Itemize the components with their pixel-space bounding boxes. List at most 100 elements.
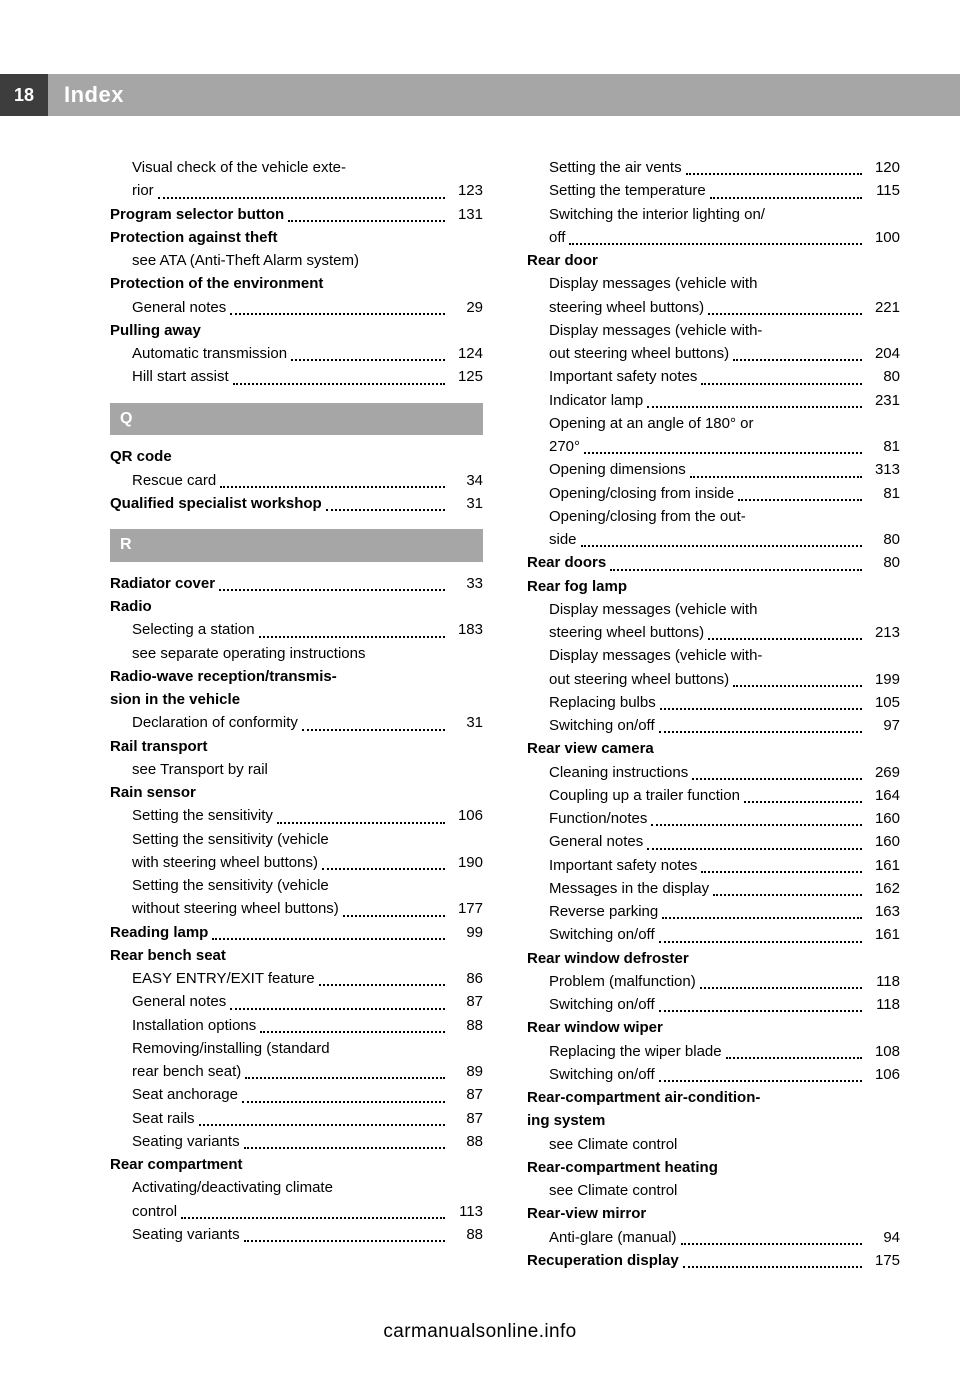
index-entry-label: see Transport by rail	[132, 758, 268, 781]
index-entry: Switching on/off106	[527, 1063, 900, 1086]
section-letter: Q	[110, 403, 483, 436]
index-entry-page: 100	[866, 226, 900, 249]
index-entry-page: 88	[449, 1130, 483, 1153]
index-entry-label: Coupling up a trailer function	[549, 784, 740, 807]
index-entry: General notes87	[110, 990, 483, 1013]
leader-dots	[199, 1114, 445, 1126]
index-entry: Reading lamp99	[110, 921, 483, 944]
index-entry-page: 118	[866, 970, 900, 993]
index-entry: Automatic transmission124	[110, 342, 483, 365]
leader-dots	[158, 187, 445, 199]
index-entry-label: EASY ENTRY/EXIT feature	[132, 967, 315, 990]
index-entry-label: Opening/closing from inside	[549, 482, 734, 505]
index-entry: Display messages (vehicle with-	[527, 644, 900, 667]
index-entry: see ATA (Anti-Theft Alarm system)	[110, 249, 483, 272]
index-entry-page: 113	[449, 1200, 483, 1223]
index-entry: steering wheel buttons)213	[527, 621, 900, 644]
index-entry: Cleaning instructions269	[527, 761, 900, 784]
index-entry-label: Rear compartment	[110, 1153, 243, 1176]
index-entry-page: 120	[866, 156, 900, 179]
index-entry: Opening/closing from inside81	[527, 482, 900, 505]
index-entry: with steering wheel buttons)190	[110, 851, 483, 874]
leader-dots	[647, 838, 862, 850]
index-entry: Seat anchorage87	[110, 1083, 483, 1106]
index-entry-page: 88	[449, 1014, 483, 1037]
index-entry-label: Recuperation display	[527, 1249, 679, 1272]
index-entry-label: Program selector button	[110, 203, 284, 226]
index-entry-label: side	[549, 528, 577, 551]
index-entry: Switching on/off97	[527, 714, 900, 737]
index-entry: off100	[527, 226, 900, 249]
index-entry: Recuperation display 175	[527, 1249, 900, 1272]
index-entry-label: Qualified specialist workshop	[110, 492, 322, 515]
index-entry: see Climate control	[527, 1133, 900, 1156]
leader-dots	[230, 303, 445, 315]
index-entry: Indicator lamp231	[527, 389, 900, 412]
index-entry: General notes160	[527, 830, 900, 853]
leader-dots	[212, 928, 445, 940]
index-entry-page: 164	[866, 784, 900, 807]
index-entry-label: Switching the interior lighting on/	[549, 203, 765, 226]
index-entry: Rear-view mirror	[527, 1202, 900, 1225]
index-entry-page: 162	[866, 877, 900, 900]
index-entry: steering wheel buttons)221	[527, 296, 900, 319]
index-entry-label: Replacing bulbs	[549, 691, 656, 714]
index-entry-page: 87	[449, 990, 483, 1013]
index-entry-label: Important safety notes	[549, 365, 697, 388]
index-entry: Program selector button131	[110, 203, 483, 226]
index-entry: Switching on/off118	[527, 993, 900, 1016]
index-entry-page: 87	[449, 1107, 483, 1130]
index-entry-label: General notes	[549, 830, 643, 853]
index-entry-page: 177	[449, 897, 483, 920]
index-entry: Protection against theft	[110, 226, 483, 249]
index-entry-label: Protection of the environment	[110, 272, 323, 295]
index-entry-label: Rear-view mirror	[527, 1202, 646, 1225]
index-entry-page: 183	[449, 618, 483, 641]
index-entry-label: Display messages (vehicle with	[549, 598, 757, 621]
index-entry-label: Display messages (vehicle with-	[549, 644, 762, 667]
index-entry-label: ing system	[527, 1109, 605, 1132]
index-entry-label: Rescue card	[132, 469, 216, 492]
index-entry-page: 87	[449, 1083, 483, 1106]
leader-dots	[662, 907, 862, 919]
index-entry-page: 123	[449, 179, 483, 202]
leader-dots	[244, 1137, 445, 1149]
index-entry-page: 125	[449, 365, 483, 388]
leader-dots	[733, 675, 862, 687]
index-entry-page: 34	[449, 469, 483, 492]
index-entry-label: Setting the sensitivity (vehicle	[132, 828, 329, 851]
index-entry-label: steering wheel buttons)	[549, 621, 704, 644]
leader-dots	[219, 579, 445, 591]
leader-dots	[230, 998, 445, 1010]
index-entry-page: 190	[449, 851, 483, 874]
leader-dots	[681, 1233, 862, 1245]
index-entry: EASY ENTRY/EXIT feature86	[110, 967, 483, 990]
index-entry-label: Important safety notes	[549, 854, 697, 877]
index-entry: Switching the interior lighting on/	[527, 203, 900, 226]
leader-dots	[710, 187, 862, 199]
index-entry-label: Protection against theft	[110, 226, 278, 249]
leader-dots	[659, 721, 862, 733]
leader-dots	[683, 1256, 862, 1268]
index-entry: Protection of the environment	[110, 272, 483, 295]
index-entry-page: 99	[449, 921, 483, 944]
index-entry: Display messages (vehicle with	[527, 272, 900, 295]
index-entry-page: 81	[866, 435, 900, 458]
leader-dots	[610, 559, 862, 571]
footer-text: carmanualsonline.info	[0, 1321, 960, 1343]
index-entry-page: 80	[866, 365, 900, 388]
index-entry-page: 106	[449, 804, 483, 827]
index-entry: sion in the vehicle	[110, 688, 483, 711]
leader-dots	[651, 814, 862, 826]
index-entry: see separate operating instructions	[110, 642, 483, 665]
index-entry: Pulling away	[110, 319, 483, 342]
index-entry: Rear door	[527, 249, 900, 272]
leader-dots	[260, 1021, 445, 1033]
index-entry-page: 105	[866, 691, 900, 714]
index-entry-page: 199	[866, 668, 900, 691]
index-entry-page: 175	[866, 1249, 900, 1272]
index-entry-label: Rear doors	[527, 551, 606, 574]
page-number: 18	[0, 74, 48, 116]
index-column-left: Visual check of the vehicle exte-rior123…	[110, 156, 483, 1272]
leader-dots	[659, 1000, 862, 1012]
